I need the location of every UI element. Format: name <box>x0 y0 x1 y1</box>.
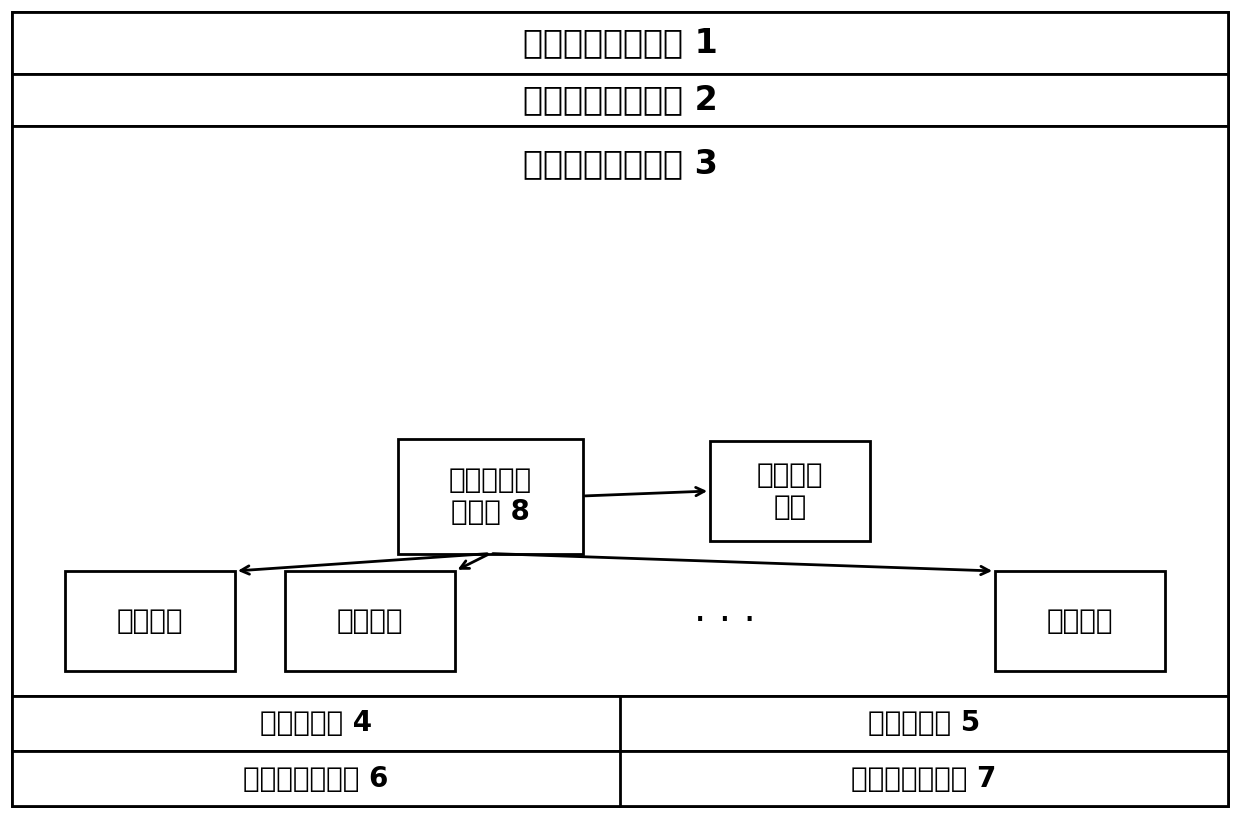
Text: 加载任务执行模块 3: 加载任务执行模块 3 <box>522 147 718 181</box>
Bar <box>12 751 1228 806</box>
Bar <box>64 571 236 671</box>
Bar <box>12 12 1228 74</box>
Text: 认证模块
列表: 认证模块 列表 <box>756 461 823 521</box>
Bar <box>285 571 455 671</box>
Bar <box>398 438 583 554</box>
Bar <box>994 571 1166 671</box>
Text: · · ·: · · · <box>694 602 756 640</box>
Text: 加载工具使用接口 1: 加载工具使用接口 1 <box>522 26 718 60</box>
Text: 认证模块: 认证模块 <box>1047 607 1114 635</box>
Text: 认证模块: 认证模块 <box>337 607 403 635</box>
Text: 数据源访问模块 6: 数据源访问模块 6 <box>243 765 388 793</box>
Text: 认证模块: 认证模块 <box>117 607 184 635</box>
Text: 加载任务管理模块 2: 加载任务管理模块 2 <box>522 83 718 116</box>
Bar <box>12 696 1228 751</box>
Bar <box>711 441 870 541</box>
Text: 读数据模块 4: 读数据模块 4 <box>260 709 372 738</box>
Bar <box>12 74 1228 126</box>
Text: 数据库访问模块 7: 数据库访问模块 7 <box>852 765 997 793</box>
Text: 认证策略管
理模块 8: 认证策略管 理模块 8 <box>449 465 532 526</box>
Text: 写数据模块 5: 写数据模块 5 <box>868 709 980 738</box>
Bar <box>12 126 1228 696</box>
